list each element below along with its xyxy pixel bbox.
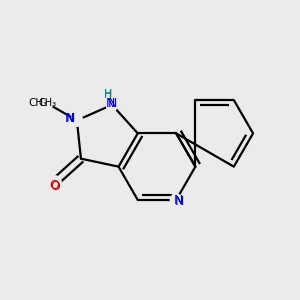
Text: H: H — [104, 90, 112, 100]
Text: N: N — [66, 112, 75, 125]
Circle shape — [49, 176, 61, 188]
Text: N: N — [65, 112, 74, 125]
Text: N: N — [174, 194, 183, 207]
Text: H: H — [103, 89, 112, 100]
Circle shape — [170, 194, 182, 206]
Text: O: O — [50, 179, 60, 192]
Text: CH₃: CH₃ — [28, 98, 48, 108]
Circle shape — [41, 97, 53, 109]
Circle shape — [106, 99, 118, 111]
Text: CH₃: CH₃ — [39, 98, 57, 107]
Circle shape — [71, 115, 83, 126]
Text: O: O — [50, 180, 60, 193]
Text: N: N — [174, 195, 184, 208]
Text: N: N — [107, 97, 117, 110]
Text: N: N — [106, 97, 115, 110]
